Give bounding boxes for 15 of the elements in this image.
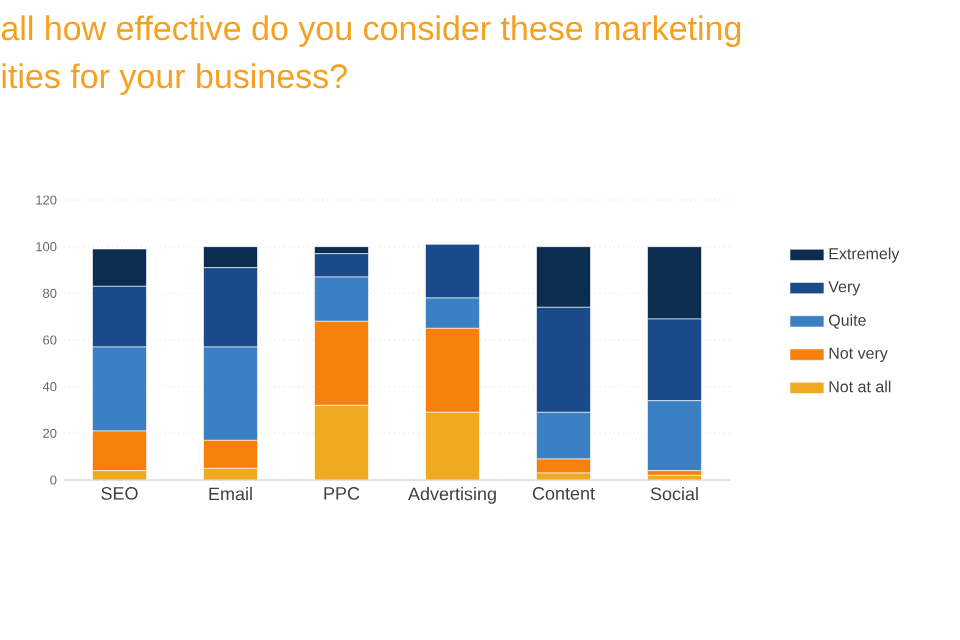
x-tick-label: Content [532,487,595,500]
legend-label: Very [828,281,861,296]
x-tick-label: SEO [101,487,138,500]
x-tick-label: Social [650,487,698,501]
legend-label: Not at all [829,380,891,393]
x-tick-label: Email [209,487,252,501]
bar [425,412,480,480]
legend-label: Extremely [829,247,900,263]
chart-subtitle: ities for your business? [2,63,347,96]
legend-label: Not very [829,347,888,362]
chart-title: all how effective do you consider these marketing [1,15,741,48]
x-tick-label: Advertising [408,487,496,504]
legend-label: Quite [829,314,866,329]
x-tick-label: PPC [324,487,360,500]
bar [314,405,369,480]
